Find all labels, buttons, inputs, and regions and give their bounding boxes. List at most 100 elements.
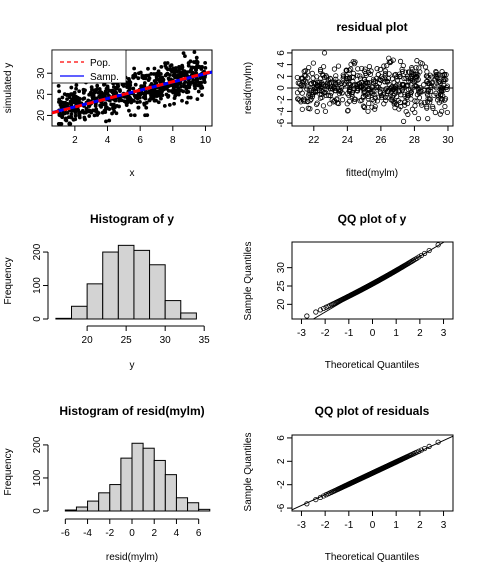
residual-point: [298, 75, 305, 81]
panel-scatter-y-vs-x: 2 4 6 8 10 20 25 30 simulated y x Pop. Samp.: [3, 49, 213, 179]
data-point: [83, 110, 88, 115]
residual-point: [357, 98, 363, 104]
x-tick-label: 0: [129, 528, 135, 539]
data-point: [131, 99, 136, 103]
qq-point: [313, 309, 319, 315]
residual-point: [336, 79, 342, 85]
y-tick-label: 200: [32, 243, 43, 260]
data-point: [69, 85, 74, 90]
residual-point: [371, 98, 377, 104]
residual-point: [412, 109, 418, 116]
residual-point: [405, 82, 411, 88]
data-point: [128, 113, 133, 118]
data-point: [137, 94, 142, 99]
residual-point: [393, 88, 399, 95]
residual-point: [365, 80, 371, 86]
data-point: [196, 89, 201, 94]
y-tick-label: 30: [36, 67, 47, 79]
residual-point: [310, 60, 316, 66]
y-axis-label: Frequency: [3, 257, 14, 304]
residual-point: [425, 88, 431, 94]
residual-point: [296, 80, 303, 87]
x-tick-label: 4: [105, 135, 111, 146]
residual-point: [382, 68, 388, 74]
residual-point: [324, 80, 331, 86]
data-point: [113, 86, 118, 91]
data-point: [143, 76, 148, 81]
residual-point: [409, 65, 415, 71]
residual-point: [306, 64, 312, 71]
data-point: [82, 117, 87, 122]
histogram-bar: [109, 484, 122, 512]
residual-point: [329, 97, 335, 103]
residual-point: [369, 90, 375, 97]
residual-point: [321, 50, 328, 56]
data-point: [144, 105, 149, 110]
data-point: [136, 105, 141, 110]
residual-point: [418, 60, 424, 66]
residual-point: [312, 89, 318, 95]
data-point: [195, 60, 200, 64]
residual-point: [435, 92, 441, 98]
residual-point: [378, 74, 385, 80]
data-point: [168, 64, 173, 69]
residual-point: [327, 75, 333, 81]
residual-point: [365, 108, 371, 114]
data-point: [57, 97, 62, 102]
panel-title: Histogram of resid(mylm): [59, 404, 204, 418]
data-point: [73, 113, 78, 118]
x-axis-label: Theoretical Quantiles: [325, 360, 420, 371]
histogram-bar: [117, 244, 135, 320]
histogram-bar: [71, 305, 88, 320]
data-point: [194, 55, 199, 60]
data-point: [149, 71, 154, 76]
residual-point: [414, 98, 420, 104]
residual-point: [376, 80, 383, 86]
residual-point: [349, 90, 355, 96]
x-tick-label: 28: [409, 135, 421, 146]
residual-point: [355, 72, 361, 79]
residual-point: [368, 68, 374, 74]
residual-point: [340, 75, 346, 81]
data-point: [67, 121, 72, 126]
residual-point: [317, 67, 324, 73]
residual-point: [404, 100, 411, 107]
residual-point: [415, 116, 422, 122]
x-tick-label: 26: [375, 135, 387, 146]
y-tick-label: 2: [276, 458, 287, 464]
data-point: [176, 92, 181, 97]
histogram-bar: [131, 442, 144, 512]
x-tick-label: -3: [297, 520, 306, 531]
residual-point: [418, 100, 424, 106]
residual-point: [388, 89, 394, 95]
plot-box: [291, 241, 454, 320]
residual-point: [409, 106, 416, 112]
data-point: [198, 76, 203, 81]
x-tick-label: 0: [370, 520, 376, 531]
residual-point: [425, 92, 431, 98]
data-point: [128, 80, 133, 85]
data-point: [98, 103, 103, 108]
residual-point: [377, 76, 383, 82]
data-point: [159, 64, 164, 69]
data-point: [183, 54, 187, 59]
histogram-bar: [64, 509, 77, 512]
residual-point: [405, 92, 412, 99]
residual-point: [366, 100, 372, 107]
histogram-bar: [75, 506, 89, 512]
residual-point: [433, 73, 439, 79]
residual-point: [385, 75, 392, 82]
x-tick-label: 24: [342, 135, 354, 146]
x-axis-label: Theoretical Quantiles: [325, 552, 420, 563]
residual-point: [314, 108, 320, 115]
data-point: [135, 100, 140, 105]
plot-area: -3 -2 -1 0 1 2 3 20 25 30: [276, 241, 447, 339]
data-point: [97, 87, 102, 91]
data-point: [152, 72, 156, 76]
residual-point: [355, 66, 361, 72]
residual-point: [352, 59, 358, 65]
data-point: [101, 102, 106, 107]
data-point: [105, 91, 110, 96]
data-point: [162, 104, 167, 108]
data-point: [179, 88, 183, 93]
